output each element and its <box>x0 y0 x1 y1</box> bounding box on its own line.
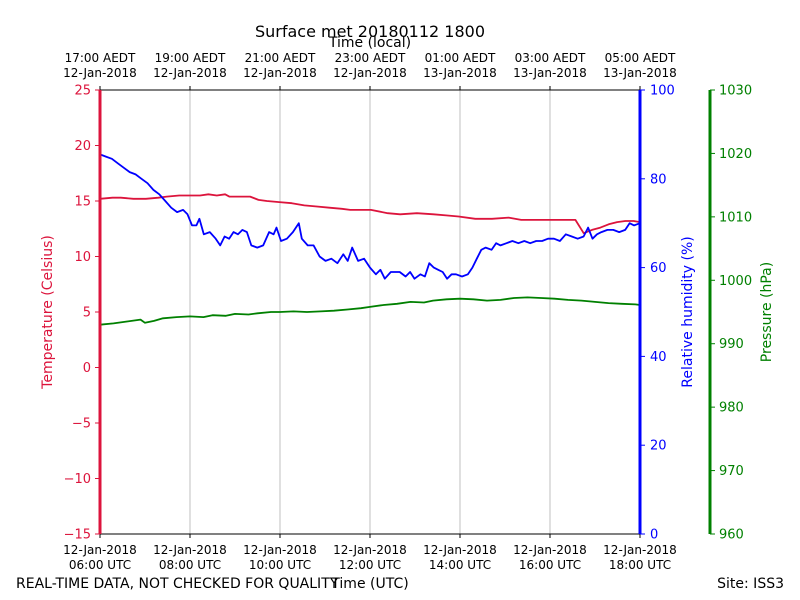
x-tick-time-label: 14:00 UTC <box>429 558 491 572</box>
temperature-tick-label: −10 <box>64 472 91 487</box>
pressure-tick-label: 1020 <box>719 147 752 162</box>
x-tick-time-label: 16:00 UTC <box>519 558 581 572</box>
top-tick-date-label: 13-Jan-2018 <box>513 66 587 80</box>
pressure-tick-label: 1010 <box>719 210 752 225</box>
x-tick-time-label: 06:00 UTC <box>69 558 131 572</box>
x-tick-date-label: 12-Jan-2018 <box>63 543 137 557</box>
top-tick-date-label: 13-Jan-2018 <box>603 66 677 80</box>
x-tick-date-label: 12-Jan-2018 <box>243 543 317 557</box>
humidity-axis-label: Relative humidity (%) <box>680 236 696 387</box>
x-tick-date-label: 12-Jan-2018 <box>423 543 497 557</box>
grid-lines <box>189 90 551 534</box>
top-tick-date-label: 13-Jan-2018 <box>423 66 497 80</box>
temperature-tick-label: 15 <box>74 195 91 210</box>
pressure-axis-label: Pressure (hPa) <box>759 262 775 362</box>
top-tick-time-label: 21:00 AEDT <box>245 51 316 65</box>
top-tick-time-label: 23:00 AEDT <box>335 51 406 65</box>
pressure-line <box>99 296 641 326</box>
humidity-tick-label: 20 <box>650 439 667 454</box>
x-tick-date-label: 12-Jan-2018 <box>333 543 407 557</box>
pressure-tick-label: 970 <box>719 464 744 479</box>
temperature-line <box>99 193 641 235</box>
top-tick-time-label: 03:00 AEDT <box>515 51 586 65</box>
top-tick-date-label: 12-Jan-2018 <box>63 66 137 80</box>
x-tick-date-label: 12-Jan-2018 <box>603 543 677 557</box>
site-label: Site: ISS3 <box>717 576 784 592</box>
pressure-tick-label: 980 <box>719 401 744 416</box>
temperature-tick-label: 0 <box>83 361 91 376</box>
top-tick-time-label: 19:00 AEDT <box>155 51 226 65</box>
top-tick-time-label: 17:00 AEDT <box>65 51 136 65</box>
quality-disclaimer: REAL-TIME DATA, NOT CHECKED FOR QUALITY <box>16 576 339 592</box>
temperature-tick-label: 25 <box>74 84 91 99</box>
temperature-tick-label: 5 <box>83 306 91 321</box>
temperature-tick-label: 10 <box>74 250 91 265</box>
top-tick-time-label: 05:00 AEDT <box>605 51 676 65</box>
humidity-tick-label: 40 <box>650 350 667 365</box>
chart-title: Surface met 20180112 1800 <box>255 22 485 41</box>
temperature-tick-label: 20 <box>74 139 91 154</box>
top-axis-label: Time (local) <box>328 35 411 51</box>
x-tick-time-label: 18:00 UTC <box>609 558 671 572</box>
temperature-axis-label: Temperature (Celsius) <box>40 235 56 390</box>
pressure-tick-label: 990 <box>719 337 744 352</box>
x-axis-label: Time (UTC) <box>330 576 408 592</box>
temperature-tick-label: −15 <box>64 528 91 543</box>
top-tick-date-label: 12-Jan-2018 <box>333 66 407 80</box>
x-tick-date-label: 12-Jan-2018 <box>513 543 587 557</box>
humidity-tick-label: 60 <box>650 261 667 276</box>
temperature-tick-label: −5 <box>72 417 91 432</box>
x-tick-time-label: 12:00 UTC <box>339 558 401 572</box>
top-tick-date-label: 12-Jan-2018 <box>243 66 317 80</box>
x-tick-date-label: 12-Jan-2018 <box>153 543 227 557</box>
pressure-tick-label: 1030 <box>719 84 752 99</box>
humidity-tick-label: 80 <box>650 172 667 187</box>
x-tick-time-label: 08:00 UTC <box>159 558 221 572</box>
humidity-tick-label: 0 <box>650 528 658 543</box>
x-tick-time-label: 10:00 UTC <box>249 558 311 572</box>
humidity-tick-label: 100 <box>650 84 675 99</box>
top-tick-time-label: 01:00 AEDT <box>425 51 496 65</box>
relative-humidity-line <box>99 153 641 280</box>
series-layer <box>99 153 641 326</box>
pressure-tick-label: 960 <box>719 528 744 543</box>
pressure-tick-label: 1000 <box>719 274 752 289</box>
top-tick-date-label: 12-Jan-2018 <box>153 66 227 80</box>
